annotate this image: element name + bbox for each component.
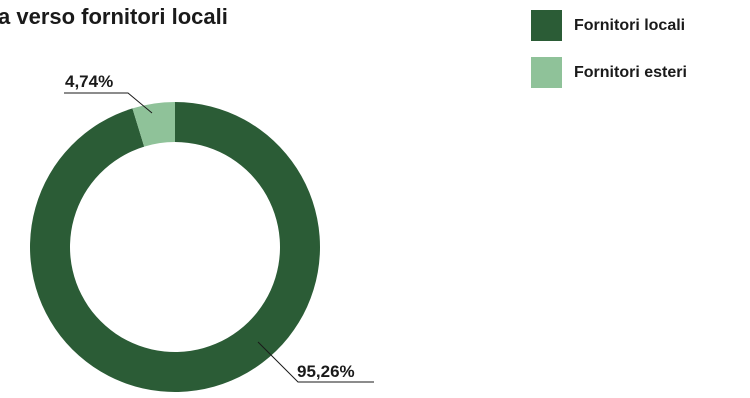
legend-label-fornitori-esteri: Fornitori esteri (574, 63, 687, 81)
leader-line-fornitori-locali (257, 341, 374, 383)
data-label-fornitori-locali: 95,26% (297, 362, 355, 381)
legend-label-fornitori-locali: Fornitori locali (574, 16, 686, 34)
legend-swatch-fornitori-locali (531, 10, 562, 41)
legend-swatch-fornitori-esteri (531, 57, 562, 88)
donut-slice-fornitori-esteri (132, 102, 175, 147)
chart-title: a verso fornitori locali (0, 4, 228, 29)
legend: Fornitori locali Fornitori esteri (531, 10, 687, 104)
legend-item-fornitori-locali: Fornitori locali (531, 10, 687, 41)
legend-item-fornitori-esteri: Fornitori esteri (531, 57, 687, 88)
data-label-fornitori-esteri: 4,74% (65, 72, 113, 91)
donut-slice-fornitori-locali (29, 102, 321, 392)
leader-line-fornitori-esteri (64, 92, 153, 114)
